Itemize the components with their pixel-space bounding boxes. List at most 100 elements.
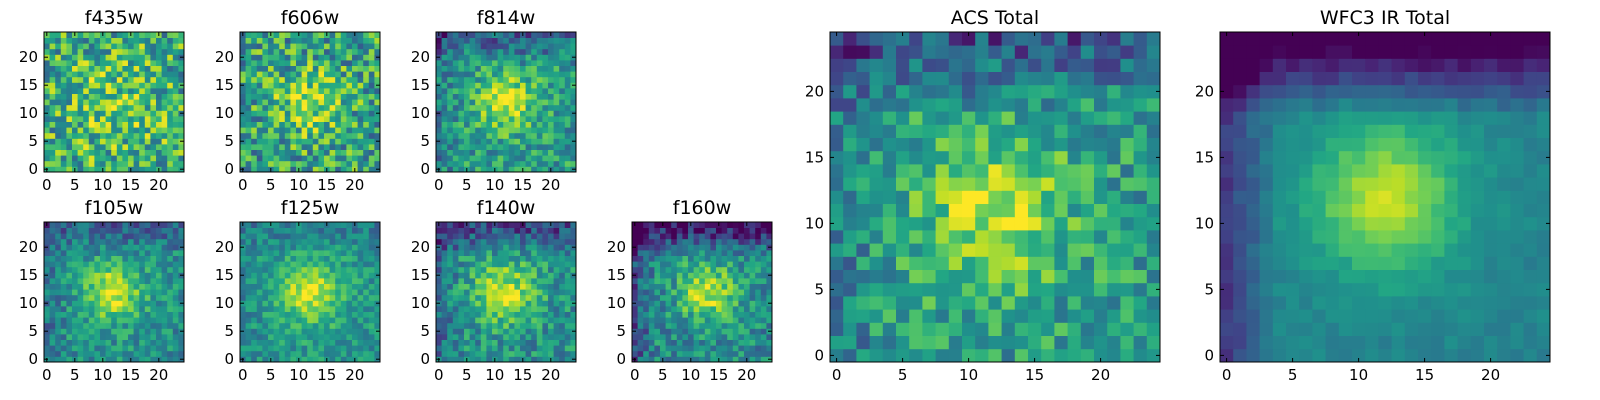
heatmap-cell — [167, 76, 174, 83]
heatmap-cell — [150, 266, 157, 273]
heatmap-cell — [301, 261, 308, 268]
heatmap-cell — [318, 289, 325, 296]
heatmap-cell — [525, 266, 532, 273]
heatmap-cell — [290, 334, 297, 340]
heatmap-cell — [525, 255, 532, 262]
heatmap-cell — [671, 339, 678, 346]
heatmap-cell — [296, 99, 302, 106]
heatmap-cell — [637, 311, 644, 318]
heatmap-cell — [1028, 269, 1042, 284]
heatmap-cell — [72, 82, 78, 89]
heatmap-cell — [251, 255, 258, 262]
heatmap-cell — [882, 256, 897, 270]
heatmap-cell — [116, 48, 123, 55]
heatmap-cell — [553, 356, 560, 363]
heatmap-cell — [301, 155, 308, 162]
heatmap-cell — [648, 222, 655, 228]
heatmap-cell — [94, 54, 101, 61]
heatmap-cell — [553, 76, 560, 83]
heatmap-cell — [688, 289, 694, 296]
heatmap-cell — [553, 155, 560, 162]
heatmap-cell — [676, 261, 683, 268]
heatmap-cell — [83, 227, 90, 234]
heatmap-cell — [654, 306, 661, 312]
heatmap-cell — [975, 164, 989, 178]
heatmap-cell — [1054, 296, 1068, 310]
heatmap-cell — [452, 60, 459, 66]
heatmap-cell — [464, 65, 470, 72]
heatmap-cell — [760, 311, 767, 318]
heatmap-cell — [486, 334, 493, 340]
heatmap-cell — [458, 345, 465, 352]
heatmap-cell — [172, 334, 179, 340]
heatmap-cell — [744, 250, 750, 256]
heatmap-cell — [94, 328, 101, 335]
heatmap-cell — [139, 322, 146, 329]
heatmap-cell — [766, 250, 773, 256]
heatmap-cell — [346, 317, 353, 324]
heatmap-cell — [357, 261, 364, 268]
heatmap-cell — [452, 149, 459, 156]
heatmap-cell — [100, 121, 106, 128]
heatmap-cell — [49, 48, 56, 55]
heatmap-cell — [111, 60, 118, 66]
heatmap-cell — [744, 317, 750, 324]
heatmap-cell — [480, 278, 487, 284]
heatmap-cell — [83, 283, 90, 290]
heatmap-cell — [727, 339, 734, 346]
heatmap-cell — [72, 43, 78, 50]
heatmap-cell — [44, 334, 50, 340]
heatmap-cell — [570, 306, 577, 312]
heatmap-cell — [111, 132, 118, 139]
heatmap-cell — [1001, 322, 1016, 336]
heatmap-cell — [167, 233, 174, 240]
heatmap-cell — [368, 328, 375, 335]
heatmap-cell — [245, 37, 252, 44]
heatmap-cell — [133, 99, 140, 106]
heatmap-cell — [436, 266, 442, 273]
heatmap-cell — [464, 48, 470, 55]
heatmap-cell — [441, 60, 448, 66]
heatmap-cell — [542, 149, 549, 156]
heatmap-cell — [363, 255, 370, 262]
heatmap-cell — [312, 54, 319, 61]
heatmap-cell — [693, 294, 700, 301]
heatmap-cell — [738, 300, 745, 307]
heatmap-cell — [1094, 164, 1108, 178]
heatmap-cell — [329, 54, 336, 61]
heatmap-cell — [368, 43, 375, 50]
heatmap-cell — [133, 227, 140, 234]
heatmap-cell — [340, 233, 347, 240]
heatmap-cell — [268, 345, 274, 352]
heatmap-cell — [660, 283, 666, 290]
heatmap-cell — [324, 144, 330, 150]
heatmap-cell — [564, 160, 571, 167]
heatmap-cell — [503, 334, 510, 340]
heatmap-cell — [548, 121, 554, 128]
heatmap-cell — [178, 222, 185, 228]
heatmap-cell — [660, 255, 666, 262]
heatmap-cell — [100, 110, 106, 117]
heatmap-cell — [88, 116, 95, 122]
heatmap-cell — [329, 138, 336, 145]
heatmap-cell — [279, 356, 286, 363]
heatmap-cell — [1146, 216, 1161, 231]
heatmap-cell — [60, 289, 67, 296]
heatmap-cell — [909, 322, 923, 336]
heatmap-cell — [676, 345, 683, 352]
heatmap-cell — [536, 32, 543, 38]
heatmap-cell — [100, 54, 106, 61]
heatmap-cell — [452, 255, 459, 262]
heatmap-cell — [128, 289, 134, 296]
heatmap-cell — [156, 328, 162, 335]
heatmap-cell — [542, 311, 549, 318]
heatmap-cell — [564, 255, 571, 262]
heatmap-cell — [542, 71, 549, 78]
heatmap-cell — [240, 306, 246, 312]
heatmap-cell — [357, 99, 364, 106]
heatmap-cell — [94, 166, 101, 173]
heatmap-cell — [128, 104, 134, 111]
heatmap-cell — [830, 243, 844, 257]
y-tick-label: 20 — [215, 238, 234, 256]
panel-title: f606w — [281, 7, 340, 29]
